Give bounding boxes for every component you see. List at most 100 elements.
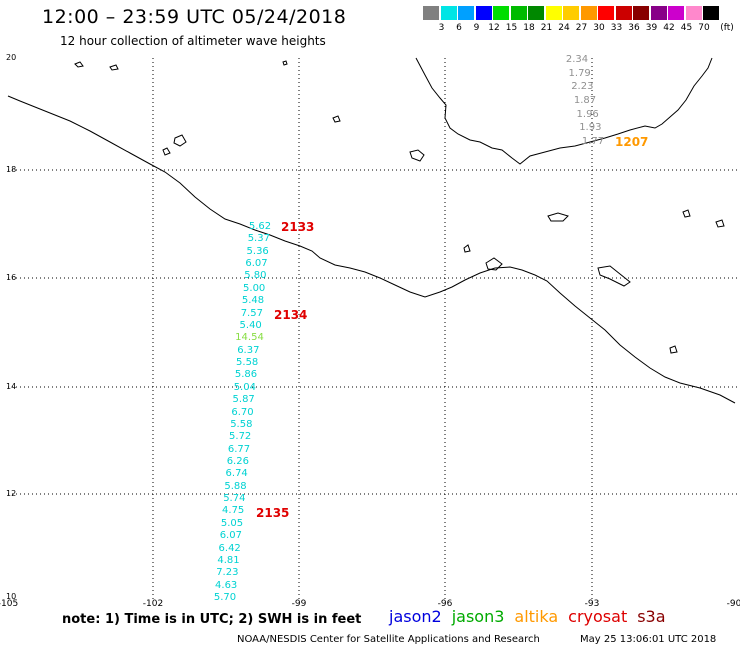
- colorbar-tick-label: 24: [558, 23, 570, 33]
- colorbar-swatch: [545, 6, 562, 20]
- swh-value: 6.70: [231, 406, 254, 418]
- swh-value: 6.26: [226, 455, 249, 467]
- colorbar-tick-label: 70: [698, 23, 710, 33]
- longitude-label: -99: [291, 599, 307, 609]
- lat-lon-grid: [8, 58, 740, 601]
- swh-value: 5.70: [213, 592, 237, 603]
- swh-value: 6.07: [245, 258, 268, 270]
- pass-time-label: 2134: [274, 308, 308, 322]
- swh-value: 5.36: [246, 245, 269, 257]
- swh-value: 5.00: [243, 282, 266, 294]
- latitude-label: 16: [6, 273, 17, 282]
- pass-time-label: 2133: [281, 220, 315, 234]
- colorbar-tick-label: 39: [645, 23, 658, 33]
- swh-value: 5.74: [223, 493, 246, 505]
- colorbar-swatch: [528, 6, 544, 20]
- longitude-label: -96: [437, 599, 453, 609]
- map-subtitle: 12 hour collection of altimeter wave hei…: [60, 34, 326, 48]
- coastline: [7, 57, 736, 404]
- swh-value: 5.86: [234, 369, 258, 381]
- swh-value: 2.34: [565, 54, 589, 65]
- swh-value: 6.07: [219, 530, 242, 542]
- longitude-label: -90: [726, 599, 740, 609]
- colorbar-tick-label: 42: [663, 23, 675, 33]
- colorbar-tick-label: 30: [593, 23, 605, 33]
- pass-time-label: 1207: [615, 135, 649, 149]
- swh-value: 1.96: [576, 108, 599, 120]
- swh-value: 2.23: [571, 81, 594, 93]
- colorbar-tick-label: 3: [438, 23, 445, 33]
- swh-value: 5.48: [241, 295, 265, 307]
- swh-value: 5.62: [248, 221, 272, 232]
- legend-jason2: jason2: [389, 607, 442, 626]
- latitude-label: 18: [6, 165, 17, 174]
- legend-cryosat: cryosat: [568, 607, 628, 626]
- longitude-label: -105: [0, 599, 19, 609]
- longitude-label: -102: [142, 599, 164, 609]
- colorbar-swatch: [475, 6, 492, 20]
- swh-value: 6.42: [218, 542, 241, 554]
- swh-value: 14.54: [235, 332, 264, 344]
- swh-value: 5.05: [220, 517, 244, 529]
- swh-value: 5.37: [247, 233, 270, 245]
- colorbar-tick-label: 6: [456, 23, 462, 33]
- colorbar-tick-label: 27: [575, 23, 588, 33]
- colorbar-tick-label: 18: [523, 23, 535, 33]
- colorbar-tick-label: 9: [473, 23, 480, 33]
- latitude-label: 10: [6, 592, 17, 601]
- swh-value: 6.37: [237, 344, 260, 356]
- colorbar-tick-label: 33: [610, 23, 623, 33]
- colorbar-tick-label: 21: [540, 23, 553, 33]
- swh-value: 1.93: [579, 122, 602, 134]
- swh-value: 6.74: [225, 468, 248, 480]
- colorbar-tick-label: 15: [505, 23, 518, 33]
- swh-value: 6.77: [227, 443, 251, 455]
- footer-note: note: 1) Time is in UTC; 2) SWH is in fe…: [62, 612, 362, 627]
- swh-value: 5.58: [230, 418, 253, 430]
- colorbar-swatch: [510, 6, 527, 20]
- colorbar-swatch: [615, 6, 632, 20]
- latitude-label: 12: [6, 489, 17, 498]
- swh-value: 5.58: [236, 357, 259, 369]
- colorbar-swatch: [458, 6, 474, 20]
- legend-jason3: jason3: [451, 607, 505, 626]
- colorbar-swatch: [563, 6, 579, 20]
- swh-value: 5.88: [224, 480, 247, 492]
- colorbar-tick-label: 36: [628, 23, 640, 33]
- map-title: 12:00 – 23:59 UTC 05/24/2018: [42, 6, 347, 28]
- swh-value: 5.80: [244, 270, 267, 282]
- credit-line: NOAA/NESDIS Center for Satellite Applica…: [237, 634, 540, 645]
- colorbar-swatch: [668, 6, 684, 20]
- colorbar-swatch: [423, 6, 439, 20]
- swh-value: 5.87: [232, 394, 255, 406]
- colorbar-swatch: [650, 6, 667, 20]
- swh-value: 7.23: [216, 567, 239, 579]
- legend-s3a: s3a: [637, 607, 666, 626]
- swh-value: 5.04: [233, 381, 256, 393]
- longitude-label: -93: [584, 599, 600, 609]
- swh-value: 7.57: [240, 307, 263, 319]
- colorbar-swatch: [685, 6, 702, 20]
- swh-value: 1.87: [573, 95, 597, 106]
- swh-value: 4.63: [215, 579, 238, 591]
- colorbar-swatch: [440, 6, 457, 20]
- swh-value: 1.79: [568, 67, 591, 79]
- legend-altika: altika: [514, 607, 559, 626]
- pass-time-label: 2135: [256, 506, 290, 520]
- swh-value: 5.40: [239, 319, 262, 331]
- colorbar-tick-label: 45: [680, 23, 693, 33]
- colorbar-swatch: [598, 6, 614, 20]
- colorbar-units: (ft): [720, 23, 734, 33]
- satellite-legend: jason2 jason3 altika cryosat s3a: [389, 607, 676, 626]
- latitude-label: 14: [6, 382, 17, 391]
- swh-value: 1.77: [581, 136, 605, 147]
- swh-value: 4.81: [217, 554, 240, 566]
- swh-value: 5.72: [229, 431, 252, 443]
- generated-timestamp: May 25 13:06:01 UTC 2018: [580, 634, 717, 645]
- latitude-label: 20: [6, 53, 17, 62]
- colorbar-swatch: [633, 6, 649, 20]
- colorbar-tick-label: 12: [488, 23, 500, 33]
- swh-value: 4.75: [222, 505, 245, 517]
- colorbar-swatch: [703, 6, 719, 20]
